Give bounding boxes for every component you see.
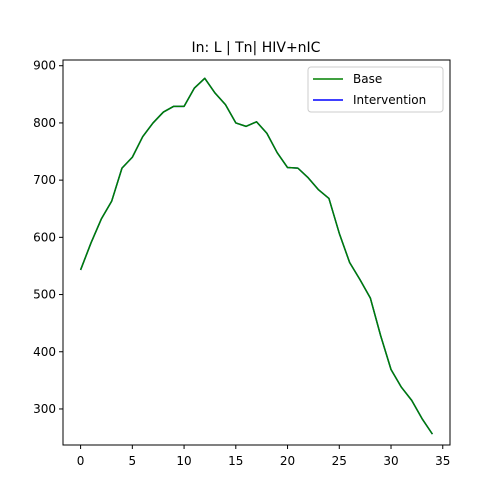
x-tick-label: 30: [383, 454, 398, 468]
x-tick-label: 25: [332, 454, 347, 468]
y-tick-label: 900: [33, 59, 56, 73]
x-tick-label: 10: [176, 454, 191, 468]
legend: Base Intervention: [307, 66, 444, 113]
x-tick-label: 15: [228, 454, 243, 468]
x-tick-label: 20: [280, 454, 295, 468]
x-axis: 0 5 10 15 20 25 30 35: [77, 445, 450, 468]
legend-label-base: Base: [353, 72, 382, 86]
y-tick-label: 700: [33, 173, 56, 187]
legend-label-intervention: Intervention: [353, 93, 426, 107]
chart-title: In: L | Tn| HIV+nIC: [192, 40, 321, 56]
y-tick-label: 300: [33, 402, 56, 416]
plot-frame: [62, 59, 451, 446]
series-layer: [79, 77, 434, 435]
y-tick-label: 500: [33, 288, 56, 302]
y-tick-label: 800: [33, 116, 56, 130]
y-tick-label: 400: [33, 345, 56, 359]
series-line-base: [79, 77, 434, 435]
x-tick-label: 0: [77, 454, 85, 468]
x-tick-label: 5: [129, 454, 137, 468]
y-axis: 300 400 500 600 700 800 900: [33, 59, 63, 416]
x-tick-label: 35: [435, 454, 450, 468]
y-tick-label: 600: [33, 230, 56, 244]
series-line-intervention: [79, 77, 434, 435]
